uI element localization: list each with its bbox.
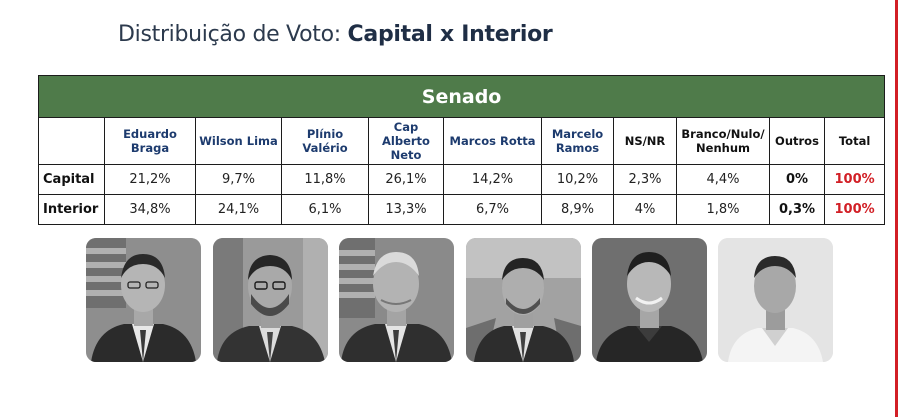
table-cell: 4% [613, 194, 677, 225]
table-cell: 6,1% [281, 194, 369, 225]
column-header: Marcelo Ramos [541, 117, 614, 165]
candidate-photo-strip [86, 238, 838, 362]
table-cell: 6,7% [443, 194, 542, 225]
row-label: Capital [38, 164, 105, 195]
page-title: Distribuição de Voto: Capital x Interior [118, 22, 553, 47]
table-cell: 11,8% [281, 164, 369, 195]
total-cell: 100% [823, 194, 886, 225]
column-header: NS/NR [613, 117, 677, 165]
candidate-photo [339, 238, 454, 362]
corner-cell [38, 117, 105, 165]
section-header: Senado [37, 75, 886, 118]
table-cell: 2,3% [613, 164, 677, 195]
table-cell: 8,9% [541, 194, 614, 225]
table-cell: 26,1% [368, 164, 444, 195]
candidate-photo [466, 238, 581, 362]
table-row: Interior 34,8% 24,1% 6,1% 13,3% 6,7% 8,9… [38, 194, 886, 225]
row-label: Interior [38, 194, 105, 225]
table-cell: 0,3% [769, 194, 825, 225]
right-edge-rule [895, 0, 898, 417]
table-cell: 10,2% [541, 164, 614, 195]
table-row: Capital 21,2% 9,7% 11,8% 26,1% 14,2% 10,… [38, 164, 886, 195]
table-cell: 21,2% [104, 164, 196, 195]
table-cell: 1,8% [676, 194, 770, 225]
column-header: Wilson Lima [195, 117, 282, 165]
column-header: Cap Alberto Neto [368, 117, 444, 165]
candidate-photo [718, 238, 833, 362]
table-cell: 9,7% [195, 164, 282, 195]
vote-distribution-table: Senado Eduardo Braga Wilson Lima Plínio … [37, 75, 886, 225]
candidate-photo [213, 238, 328, 362]
title-emphasis: Capital x Interior [347, 22, 553, 47]
table-cell: 24,1% [195, 194, 282, 225]
table-cell: 13,3% [368, 194, 444, 225]
column-header: Plínio Valério [281, 117, 369, 165]
table-cell: 14,2% [443, 164, 542, 195]
title-prefix: Distribuição de Voto: [118, 22, 348, 47]
table-cell: 0% [769, 164, 825, 195]
column-header: Eduardo Braga [104, 117, 196, 165]
column-header: Branco/Nulo/ Nenhum [676, 117, 770, 165]
candidate-photo [592, 238, 707, 362]
column-header-row: Eduardo Braga Wilson Lima Plínio Valério… [38, 117, 886, 165]
table-cell: 4,4% [676, 164, 770, 195]
column-header: Outros [769, 117, 825, 165]
column-header: Total [823, 117, 886, 165]
column-header: Marcos Rotta [443, 117, 542, 165]
total-cell: 100% [823, 164, 886, 195]
candidate-photo [86, 238, 201, 362]
table-cell: 34,8% [104, 194, 196, 225]
